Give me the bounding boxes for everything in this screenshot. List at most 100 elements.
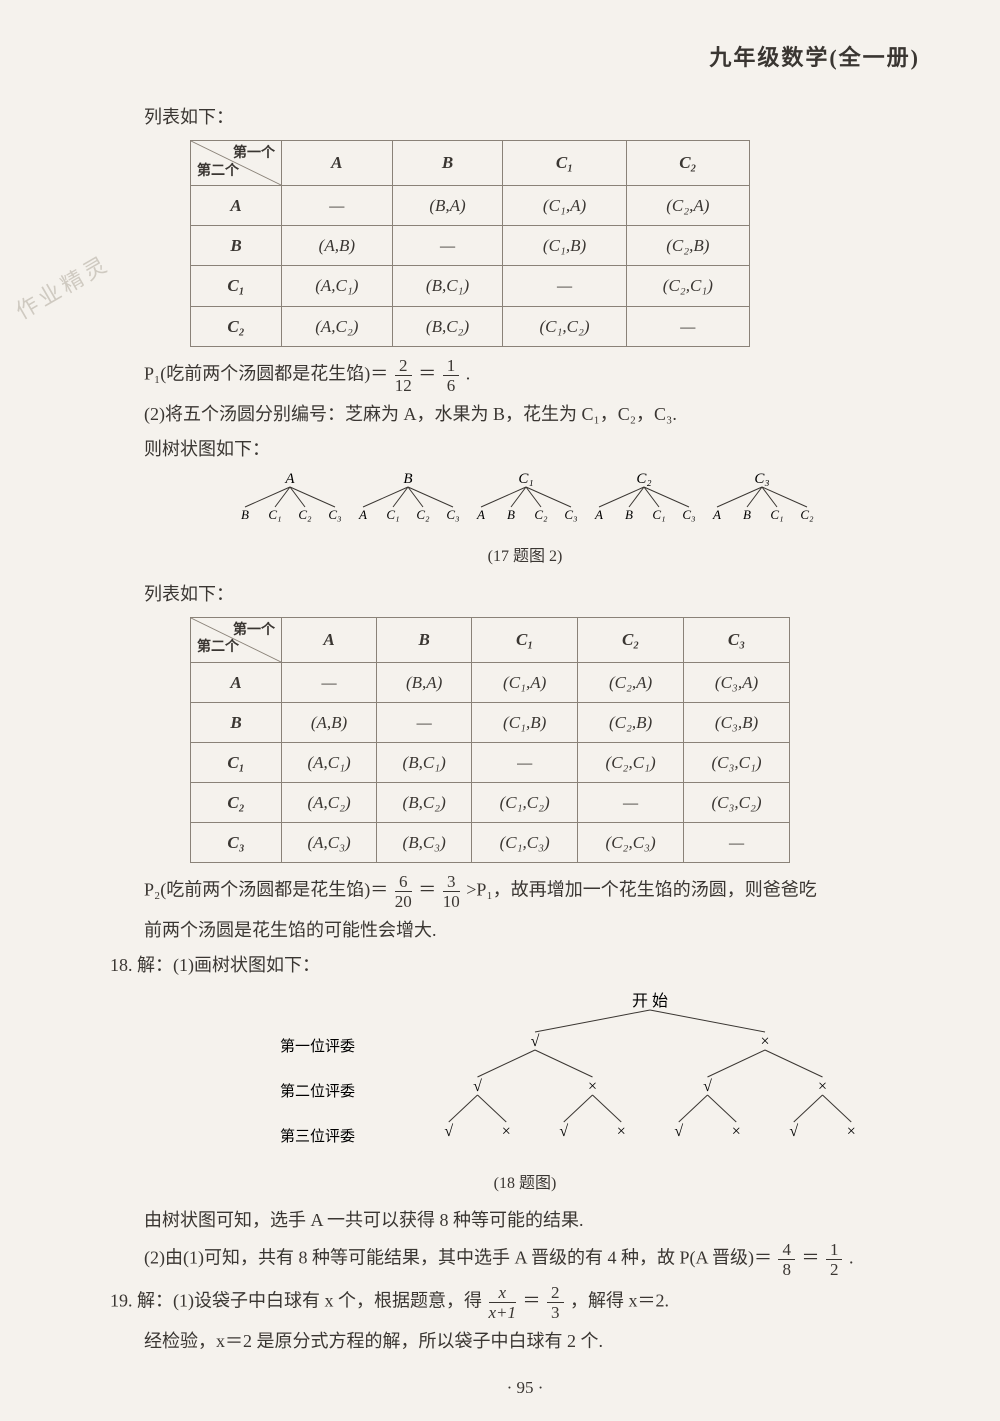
row-header: A [191, 662, 282, 702]
col-header: A [282, 140, 393, 185]
svg-text:√: √ [703, 1078, 712, 1095]
p2-prefix: P₂(吃前两个汤圆都是花生馅)＝ [144, 880, 388, 900]
col-header: B [377, 617, 472, 662]
cell: (B,C₁) [392, 266, 503, 306]
svg-text:C₁: C₁ [386, 507, 399, 522]
svg-text:C₂: C₂ [534, 507, 548, 522]
cell: — [377, 702, 472, 742]
col-header: C₂ [578, 617, 684, 662]
svg-text:开 始: 开 始 [632, 992, 668, 1010]
row-header: C₂ [191, 306, 282, 346]
cell: (A,C₃) [282, 823, 377, 863]
svg-text:A: A [594, 507, 603, 522]
tree-17: ABC₁C₂C₃BAC₁C₂C₃C₁ABC₂C₃C₂ABC₁C₃C₃ABC₁C₂ [110, 469, 940, 538]
q19-prefix: 19. 解：(1)设袋子中白球有 x 个，根据题意，得 [110, 1291, 482, 1311]
fraction: 48 [778, 1241, 795, 1278]
svg-text:A: A [712, 507, 721, 522]
cell: (A,B) [282, 226, 393, 266]
svg-text:×: × [732, 1123, 741, 1140]
tree-label: 则树状图如下： [110, 435, 940, 464]
part2-text: (2)将五个汤圆分别编号：芝麻为 A，水果为 B，花生为 C₁，C₂，C₃. [110, 400, 940, 429]
fraction: 212 [395, 357, 412, 394]
table-row: C₁(A,C₁)(B,C₁)—(C₂,C₁)(C₃,C₁) [191, 742, 790, 782]
table-1: 第一个第二个ABC₁C₂A—(B,A)(C₁,A)(C₂,A)B(A,B)—(C… [190, 140, 750, 347]
equals: ＝ [801, 1248, 819, 1268]
svg-text:C₃: C₃ [446, 507, 459, 522]
svg-text:C₂: C₂ [416, 507, 430, 522]
fraction: 16 [443, 357, 460, 394]
svg-text:B: B [625, 507, 633, 522]
svg-text:√: √ [473, 1078, 482, 1095]
diag-header: 第一个第二个 [191, 617, 282, 662]
caption-18: (18 题图) [110, 1171, 940, 1197]
equals: ＝ [418, 363, 436, 383]
col-header: C₃ [684, 617, 790, 662]
cell: (C₁,A) [503, 185, 626, 225]
q18-heading: 18. 解：(1)画树状图如下： [110, 951, 940, 980]
cell: (C₂,B) [626, 226, 749, 266]
svg-text:C₂: C₂ [800, 507, 814, 522]
row-header: C₁ [191, 266, 282, 306]
svg-text:第一位评委: 第一位评委 [280, 1037, 355, 1055]
cell: (B,C₂) [392, 306, 503, 346]
svg-text:×: × [617, 1123, 626, 1140]
cell: (C₃,C₂) [684, 783, 790, 823]
cell: (C₂,C₃) [578, 823, 684, 863]
cell: — [282, 662, 377, 702]
svg-text:C₁: C₁ [518, 471, 533, 487]
fraction: xx+1 [489, 1284, 517, 1321]
svg-text:B: B [507, 507, 515, 522]
probability-p1: P₁(吃前两个汤圆都是花生馅)＝ 212 ＝ 16 . [110, 357, 940, 394]
cell: (B,C₁) [377, 742, 472, 782]
cell: — [503, 266, 626, 306]
q19-line2: 经检验，x＝2 是原分式方程的解，所以袋子中白球有 2 个. [110, 1327, 940, 1356]
cell: (A,B) [282, 702, 377, 742]
row-header: C₃ [191, 823, 282, 863]
table-row: C₂(A,C₂)(B,C₂)(C₁,C₂)—(C₃,C₂) [191, 783, 790, 823]
list-heading-2: 列表如下： [110, 580, 940, 609]
row-header: A [191, 185, 282, 225]
svg-text:×: × [847, 1123, 856, 1140]
row-header: C₁ [191, 742, 282, 782]
cell: — [392, 226, 503, 266]
svg-text:√: √ [789, 1123, 798, 1140]
svg-text:B: B [403, 471, 412, 487]
cell: (C₃,A) [684, 662, 790, 702]
cell: (C₂,B) [578, 702, 684, 742]
svg-text:√: √ [559, 1123, 568, 1140]
cell: (C₁,C₂) [472, 783, 578, 823]
equals: ＝ [418, 880, 436, 900]
svg-text:C₃: C₃ [564, 507, 577, 522]
svg-text:C₃: C₃ [328, 507, 341, 522]
cell: — [282, 185, 393, 225]
svg-text:B: B [241, 507, 249, 522]
svg-text:C₁: C₁ [268, 507, 281, 522]
fraction: 23 [547, 1284, 564, 1321]
cell: — [472, 742, 578, 782]
q19-line1: 19. 解：(1)设袋子中白球有 x 个，根据题意，得 xx+1 ＝ 23 ，解… [110, 1284, 940, 1321]
fraction: 620 [395, 873, 412, 910]
svg-text:C₂: C₂ [298, 507, 312, 522]
table-row: B(A,B)—(C₁,B)(C₂,B)(C₃,B) [191, 702, 790, 742]
svg-text:第二位评委: 第二位评委 [280, 1082, 355, 1100]
svg-text:C₃: C₃ [682, 507, 695, 522]
cell: (C₁,B) [503, 226, 626, 266]
period: . [466, 363, 471, 383]
page-title: 九年级数学(全一册) [110, 40, 940, 75]
cell: (C₂,A) [578, 662, 684, 702]
cell: (C₂,C₁) [578, 742, 684, 782]
row-header: B [191, 226, 282, 266]
cell: (C₃,C₁) [684, 742, 790, 782]
cell: (C₁,C₃) [472, 823, 578, 863]
row-header: C₂ [191, 783, 282, 823]
cell: (A,C₂) [282, 306, 393, 346]
svg-text:×: × [818, 1078, 827, 1095]
cell: (B,C₃) [377, 823, 472, 863]
q18-r2-prefix: (2)由(1)可知，共有 8 种等可能结果，其中选手 A 晋级的有 4 种，故 … [144, 1248, 772, 1268]
table-row: C₃(A,C₃)(B,C₃)(C₁,C₃)(C₂,C₃)— [191, 823, 790, 863]
p2-tail: >P₁，故再增加一个花生馅的汤圆，则爸爸吃 [466, 880, 816, 900]
svg-text:A: A [476, 507, 485, 522]
svg-text:C₁: C₁ [652, 507, 665, 522]
svg-text:C₂: C₂ [636, 471, 651, 487]
table-row: A—(B,A)(C₁,A)(C₂,A) [191, 185, 750, 225]
